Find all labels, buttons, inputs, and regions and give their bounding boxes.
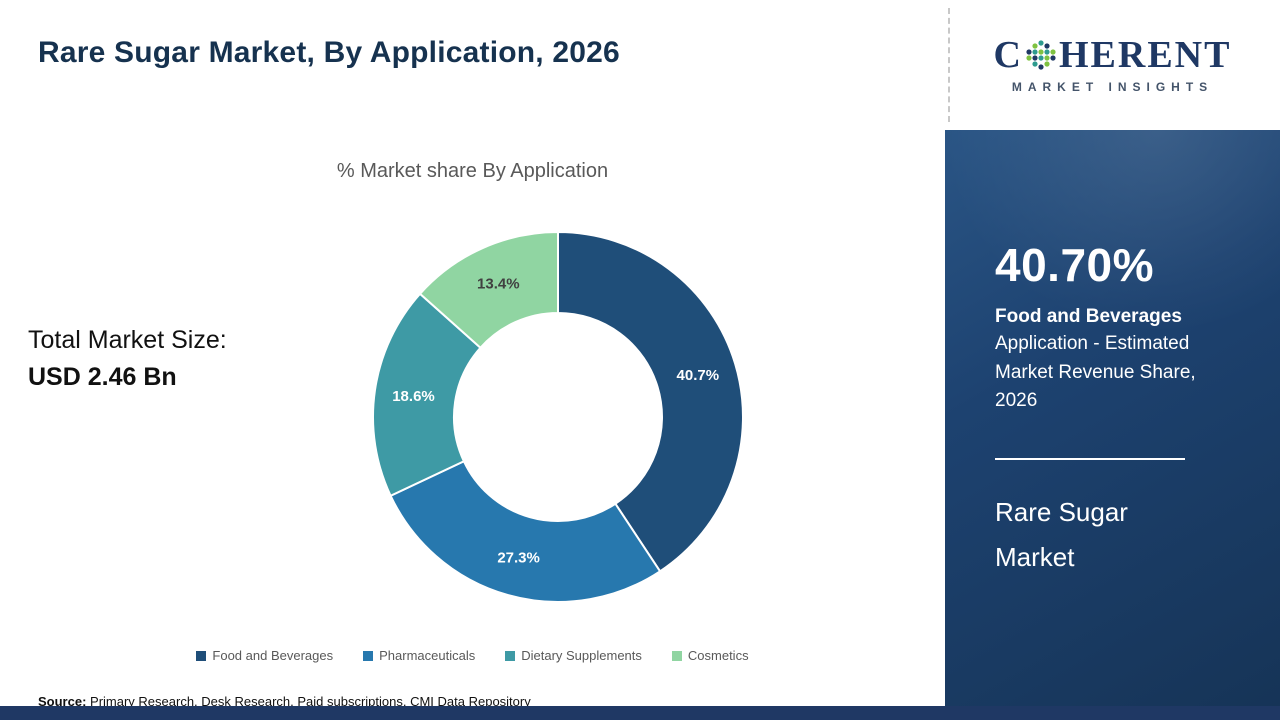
bottom-accent-bar [0,706,1280,720]
market-size-value: USD 2.46 Bn [28,363,177,391]
highlight-panel: 40.70% Food and Beverages Application - … [945,130,1280,706]
donut-segment-cosmetics [418,230,559,350]
market-size-label: Total Market Size: [28,326,227,354]
market-name: Rare Sugar Market [995,496,1128,573]
right-column: C [945,0,1280,720]
dashed-divider [948,8,950,122]
donut-segment-label: 27.3% [497,550,540,567]
chart-legend: Food and Beverages Pharmaceuticals Dietary… [0,648,945,663]
source-text: Primary Research, Desk Research, Paid su… [86,694,531,709]
main-panel: Rare Sugar Market, By Application, 2026 … [0,36,945,709]
highlight-label: Food and Beverages [995,306,1182,327]
coherent-logo-dots-icon [1026,40,1056,70]
logo-tagline: MARKET INSIGHTS [1011,80,1214,94]
logo-wordmark: C [994,36,1232,74]
legend-item-dietary-supplements: Dietary Supplements [505,648,642,663]
legend-label: Pharmaceuticals [379,648,476,663]
legend-item-cosmetics: Cosmetics [671,648,749,663]
highlight-value: 40.70% [995,239,1155,291]
donut-segment-pharmaceuticals [389,459,662,603]
legend-swatch-icon [505,650,516,661]
legend-item-food-and-beverages: Food and Beverages [196,648,333,663]
legend-label: Dietary Supplements [521,648,642,663]
legend-item-pharmaceuticals: Pharmaceuticals [363,648,475,663]
brand-logo: C [945,0,1280,130]
legend-swatch-icon [196,650,207,661]
legend-swatch-icon [363,650,374,661]
legend-label: Cosmetics [687,648,749,663]
highlight-description: Application - Estimated Market Revenue S… [995,333,1196,411]
chart-title: % Market share By Application [336,160,609,182]
logo-letter-c: C [993,34,1023,76]
donut-chart: 40.7% 27.3% 18.6% 13.4% [368,227,748,607]
source-label: Source: [38,694,87,709]
page-title: Rare Sugar Market, By Application, 2026 [38,36,620,69]
divider-rule [995,457,1185,460]
source-line: Source: Primary Research, Desk Research,… [38,694,531,709]
donut-segment-label: 40.7% [677,367,720,384]
total-market-size: Total Market Size: USD 2.46 Bn [28,326,227,392]
legend-swatch-icon [671,650,682,661]
donut-segment-label: 18.6% [392,388,435,405]
donut-segment-dietary-supplements [372,292,482,498]
donut-segment-food-and-beverages [557,230,744,573]
logo-word-rest: HERENT [1058,34,1232,76]
donut-segment-label: 13.4% [477,276,520,293]
donut-chart-svg: 40.7% 27.3% 18.6% 13.4% [372,230,744,603]
legend-label: Food and Beverages [212,648,334,663]
